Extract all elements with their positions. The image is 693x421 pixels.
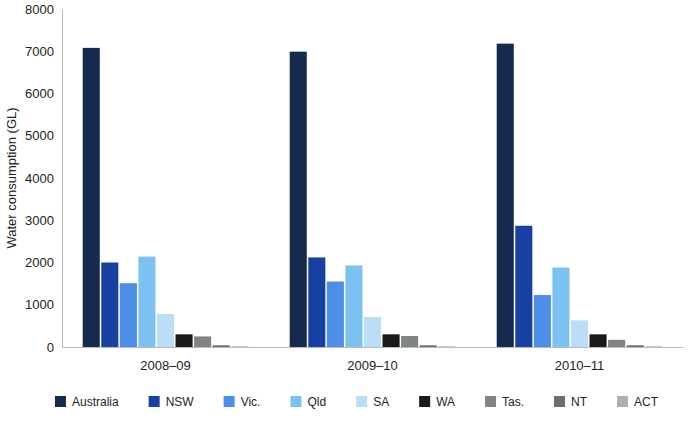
bar [590, 334, 607, 347]
bar [138, 257, 155, 347]
bar [438, 346, 455, 347]
y-tick: 1000 [25, 297, 62, 312]
bar [608, 340, 625, 347]
bars [83, 44, 663, 347]
y-tick-label: 1000 [25, 297, 54, 312]
series [120, 282, 551, 347]
legend-item: Tas. [485, 395, 524, 409]
y-tick: 0 [47, 340, 62, 355]
y-axis-line [62, 10, 63, 348]
x-tick: 2009–10 [347, 347, 398, 373]
bar [231, 346, 248, 347]
series [157, 314, 588, 347]
y-tick: 5000 [25, 128, 62, 143]
bar [571, 320, 588, 347]
bar [364, 317, 381, 347]
x-tick-label: 2010–11 [555, 358, 605, 373]
bar [645, 346, 662, 347]
bar [290, 52, 307, 347]
legend-swatch [419, 396, 430, 407]
legend-label: NSW [166, 395, 195, 409]
legend: Australia NSW Vic. Qld SA WA Tas. NT ACT [55, 395, 659, 409]
legend-item: NT [554, 395, 588, 409]
series [138, 257, 569, 347]
x-tick: 2008–09 [140, 347, 191, 373]
bar [157, 314, 174, 347]
chart: 0 1000 2000 3000 4000 5000 6000 7000 8000 2008–09… [0, 0, 693, 421]
series [213, 345, 644, 347]
legend-swatch [554, 396, 565, 407]
legend-item: Vic. [224, 395, 261, 409]
bar [327, 282, 344, 347]
legend-label: Australia [72, 395, 119, 409]
y-axis-title: Water consumption (GL) [4, 107, 19, 248]
bar [552, 268, 569, 347]
y-tick-label: 2000 [25, 255, 54, 270]
x-tick-label: 2009–10 [347, 358, 398, 373]
bar [383, 334, 400, 347]
bar [534, 295, 551, 347]
x-axis: 2008–09 2009–10 2010–11 [63, 347, 684, 373]
y-tick: 3000 [25, 213, 62, 228]
legend-label: NT [571, 395, 588, 409]
plot: 0 1000 2000 3000 4000 5000 6000 7000 8000 2008–09… [25, 2, 683, 374]
y-tick: 7000 [25, 44, 62, 59]
bar [401, 336, 418, 347]
legend-swatch [290, 396, 301, 407]
legend-swatch [149, 396, 160, 407]
bar [345, 265, 362, 347]
bar [497, 44, 514, 347]
legend-label: WA [436, 395, 455, 409]
bar [515, 226, 532, 347]
bar [101, 263, 118, 348]
legend-label: Tas. [502, 395, 524, 409]
legend-label: ACT [634, 395, 659, 409]
bar [308, 257, 325, 347]
y-tick-label: 5000 [25, 128, 54, 143]
y-tick: 2000 [25, 255, 62, 270]
series [194, 336, 625, 347]
x-axis-line [63, 347, 684, 348]
series [231, 346, 662, 347]
legend-swatch [617, 396, 628, 407]
bar [194, 336, 211, 347]
y-tick: 4000 [25, 171, 62, 186]
bar [83, 48, 100, 347]
y-tick-label: 0 [47, 340, 54, 355]
bar [176, 334, 193, 347]
legend-swatch [55, 396, 66, 407]
legend-label: SA [373, 395, 389, 409]
series [101, 226, 532, 347]
legend-label: Qld [307, 395, 326, 409]
y-tick-label: 6000 [25, 86, 54, 101]
series [176, 334, 607, 347]
y-axis: 0 1000 2000 3000 4000 5000 6000 7000 8000 [25, 2, 62, 355]
legend-item: SA [356, 395, 389, 409]
y-tick: 6000 [25, 86, 62, 101]
legend-swatch [224, 396, 235, 407]
y-tick: 8000 [25, 2, 62, 17]
y-tick-label: 8000 [25, 2, 54, 17]
legend-item: Qld [290, 395, 326, 409]
legend-item: WA [419, 395, 455, 409]
y-tick-label: 3000 [25, 213, 54, 228]
bar [120, 283, 137, 347]
bar [213, 345, 230, 347]
legend-item: Australia [55, 395, 119, 409]
legend-swatch [485, 396, 496, 407]
x-tick-label: 2008–09 [140, 358, 191, 373]
y-tick-label: 4000 [25, 171, 54, 186]
x-tick: 2010–11 [555, 347, 605, 373]
legend-item: ACT [617, 395, 659, 409]
bar [420, 345, 437, 347]
series [83, 44, 514, 347]
legend-label: Vic. [241, 395, 261, 409]
legend-item: NSW [149, 395, 195, 409]
y-tick-label: 7000 [25, 44, 54, 59]
bar [627, 345, 644, 347]
legend-swatch [356, 396, 367, 407]
